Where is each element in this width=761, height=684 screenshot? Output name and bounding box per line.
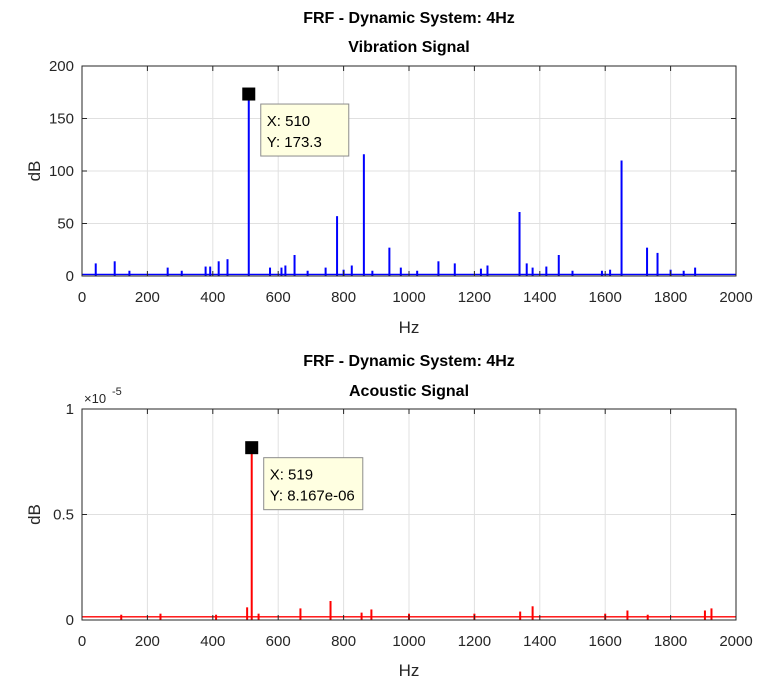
- x-tick-label: 1400: [523, 633, 556, 650]
- x-tick-label: 0: [78, 289, 86, 306]
- datatip-x-label: X: 510: [267, 113, 310, 130]
- x-tick-label: 1800: [654, 633, 687, 650]
- y-tick-label: 150: [49, 111, 74, 128]
- y-axis-label: dB: [25, 504, 44, 525]
- x-tick-label: 600: [266, 289, 291, 306]
- y-tick-label: 100: [49, 163, 74, 180]
- datatip-marker: [245, 441, 259, 455]
- x-tick-label: 600: [266, 633, 291, 650]
- x-tick-label: 1000: [392, 289, 425, 306]
- chart-subtitle: Acoustic Signal: [349, 383, 469, 400]
- x-tick-label: 200: [135, 289, 160, 306]
- y-tick-label: 50: [57, 216, 74, 233]
- chart-title: FRF - Dynamic System: 4Hz: [303, 353, 515, 370]
- datatip-y-label: Y: 173.3: [267, 134, 322, 151]
- y-tick-label: 0: [66, 268, 74, 285]
- y-exponent-label: ×10: [84, 391, 106, 406]
- x-tick-label: 800: [331, 289, 356, 306]
- x-tick-label: 1600: [589, 289, 622, 306]
- chart-2: FRF - Dynamic System: 4Hz Acoustic Signal…: [25, 353, 753, 680]
- y-exponent-power: -5: [112, 386, 122, 398]
- y-tick-label: 0.5: [53, 507, 74, 524]
- y-tick-label: 200: [49, 58, 74, 75]
- chart-1: FRF - Dynamic System: 4Hz Vibration Signa…: [25, 10, 753, 337]
- x-tick-label: 2000: [719, 633, 752, 650]
- x-tick-label: 400: [200, 633, 225, 650]
- x-tick-label: 1400: [523, 289, 556, 306]
- datatip: X: 519 Y: 8.167e-06: [263, 457, 364, 511]
- x-tick-label: 2000: [719, 289, 752, 306]
- datatip-marker: [242, 87, 256, 101]
- x-tick-label: 1600: [589, 633, 622, 650]
- datatip-box: [263, 457, 364, 511]
- x-tick-label: 1800: [654, 289, 687, 306]
- x-tick-label: 1200: [458, 289, 491, 306]
- datatip-box: [260, 103, 350, 157]
- y-tick-label: 0: [66, 612, 74, 629]
- x-tick-label: 800: [331, 633, 356, 650]
- y-tick-label: 1: [66, 401, 74, 418]
- datatip-y-label: Y: 8.167e-06: [270, 488, 355, 505]
- x-axis-label: Hz: [399, 318, 420, 337]
- chart-title: FRF - Dynamic System: 4Hz: [303, 10, 515, 27]
- x-tick-label: 1200: [458, 633, 491, 650]
- x-tick-label: 0: [78, 633, 86, 650]
- x-tick-label: 200: [135, 633, 160, 650]
- x-tick-label: 1000: [392, 633, 425, 650]
- x-tick-label: 400: [200, 289, 225, 306]
- chart-subtitle: Vibration Signal: [348, 39, 470, 56]
- y-axis-label: dB: [25, 161, 44, 182]
- datatip: X: 510 Y: 173.3: [260, 103, 350, 157]
- datatip-x-label: X: 519: [270, 467, 313, 484]
- x-axis-label: Hz: [399, 661, 420, 680]
